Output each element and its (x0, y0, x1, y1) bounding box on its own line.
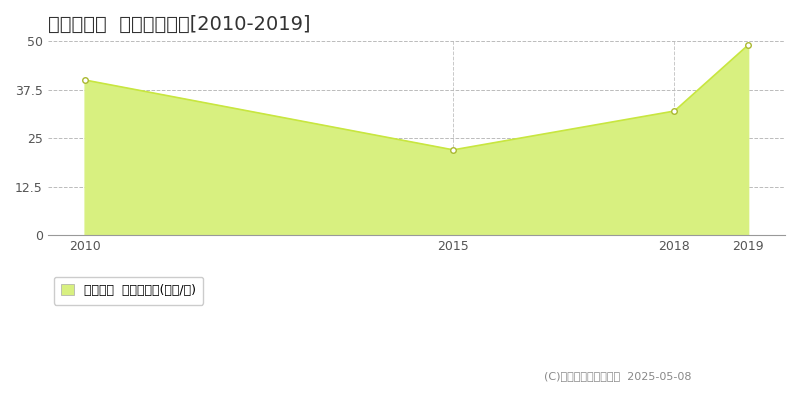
Legend: 土地価格  平均坊単価(万円/坊): 土地価格 平均坊単価(万円/坊) (54, 276, 203, 304)
Text: (C)土地価格ドットコム  2025-05-08: (C)土地価格ドットコム 2025-05-08 (544, 371, 691, 381)
Text: 大東市錦町  土地価格推移[2010-2019]: 大東市錦町 土地価格推移[2010-2019] (48, 15, 310, 34)
